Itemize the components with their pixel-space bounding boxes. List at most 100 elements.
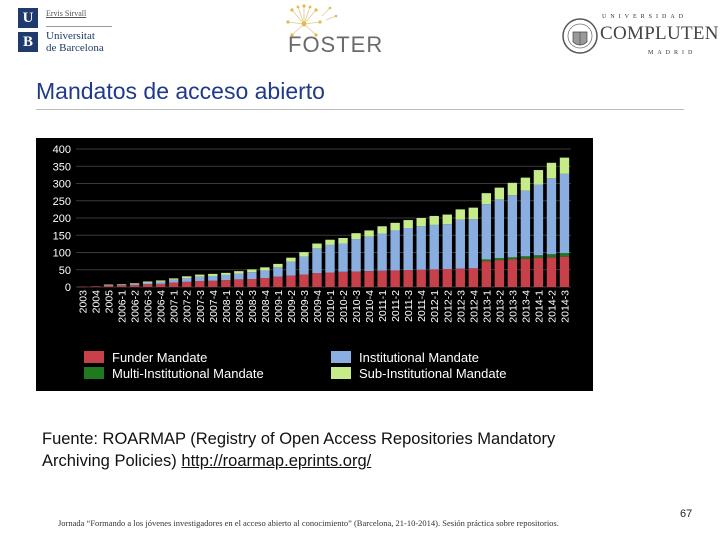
footer-text: Jornada “Formando a los jóvenes investig… [58,518,559,528]
y-tick-label: 350 [53,161,71,173]
bar-segment [155,281,166,284]
ucm-bottom-text: MADRID [648,50,697,56]
bar-segment [195,276,205,282]
bar-segment [299,252,309,257]
source-line-2: Archiving Policies) http://roarmap.eprin… [42,450,555,472]
bar-segment [299,274,309,287]
bar-segment [416,218,426,227]
bar-segment [273,267,283,277]
bar-segment [546,254,557,258]
ucm-crest-icon [562,18,598,54]
bar-segment [468,268,478,287]
dandelion-icon [286,4,338,37]
x-tick-label: 2007-4 [208,290,220,323]
x-tick-label: 2008-4 [260,290,272,323]
bar-segment [182,278,192,282]
legend-label: Funder Mandate [112,350,207,365]
bar-segment [103,284,114,286]
x-tick-label: 2012-1 [429,290,441,323]
bar-segment [533,255,544,259]
bar-segment [377,226,387,234]
bar-segment [338,243,348,272]
bar-segment [299,256,309,275]
complutense-logo: UNIVERSIDAD COMPLUTENSE MADRID [562,12,720,66]
bar-segment [442,269,452,287]
x-tick-label: 2010-4 [364,290,376,323]
bar-segment [442,224,452,270]
bar-segment [247,269,257,273]
ub-name: Universitat de Barcelona [46,30,104,54]
ub-small-text: Ervis Sirvall [46,9,87,18]
bar-segment [286,261,296,276]
y-tick-label: 0 [65,282,71,294]
bar-segment [182,281,192,287]
bar-segment [416,269,426,287]
x-tick-label: 2014-1 [533,290,545,323]
bar-segment [416,226,426,270]
bar-segment [533,258,544,287]
bar-segment [312,273,322,287]
x-tick-label: 2006-2 [130,290,142,323]
bar-segment [546,257,557,287]
ub-emblem-icon: U B [18,8,38,54]
university-of-barcelona-logo: U B Ervis Sirvall Universitat de Barcelo… [12,6,112,56]
bar-segment [351,233,361,240]
bar-segment [325,244,335,273]
bar-segment [142,282,153,285]
y-tick-label: 250 [53,196,71,208]
bar-segment [169,278,179,280]
bar-segment [221,274,231,281]
legend-label: Multi-Institutional Mandate [112,366,264,381]
bar-segment [481,193,492,205]
foster-wordmark: FOSTER [288,32,384,57]
bar-segment [494,260,505,287]
bar-segment [468,207,478,220]
bar-segment [103,285,114,287]
bar-segment [390,270,400,287]
bar-segment [195,281,205,287]
x-tick-label: 2003 [78,290,90,314]
x-tick-label: 2014-2 [546,290,558,323]
x-tick-label: 2011-1 [377,290,389,322]
bar-segment [468,219,478,269]
legend-swatch [331,367,351,379]
bar-segment [481,259,492,262]
bar-segment [494,258,505,261]
bar-segment [208,280,218,287]
bar-segment [169,282,179,287]
legend-swatch [331,351,351,363]
x-tick-label: 2009-4 [312,290,324,323]
bar-segment [103,284,114,286]
ucm-name: COMPLUTENSE [600,23,720,44]
bar-segment [208,275,218,281]
bar-segment [377,270,387,287]
bar-segment [155,283,166,287]
bar-segment [507,257,518,260]
bar-segment [520,258,531,287]
roarmap-link[interactable]: http://roarmap.eprints.org/ [181,452,372,470]
bar-segment [247,279,257,287]
bar-segment [247,272,257,280]
x-tick-label: 2009-2 [286,290,298,323]
bar-segment [429,215,439,225]
bar-segment [429,224,439,270]
bar-segment [129,284,140,287]
source-line-2-text: Archiving Policies) [42,452,182,470]
bar-segment [169,279,179,283]
bar-segment [234,273,244,280]
bar-segment [208,273,218,276]
ub-divider [46,26,112,27]
x-tick-label: 2007-3 [195,290,207,323]
x-tick-label: 2013-1 [481,290,493,323]
bar-segment [481,261,492,287]
x-tick-label: 2013-3 [507,290,519,323]
bar-segment [494,187,505,200]
bar-segment [520,177,531,191]
bar-segment [481,204,492,260]
bar-segment [116,284,127,285]
bar-segment [559,253,570,257]
bar-segment [77,286,88,288]
x-tick-label: 2004 [91,290,103,314]
bar-segment [325,272,335,287]
